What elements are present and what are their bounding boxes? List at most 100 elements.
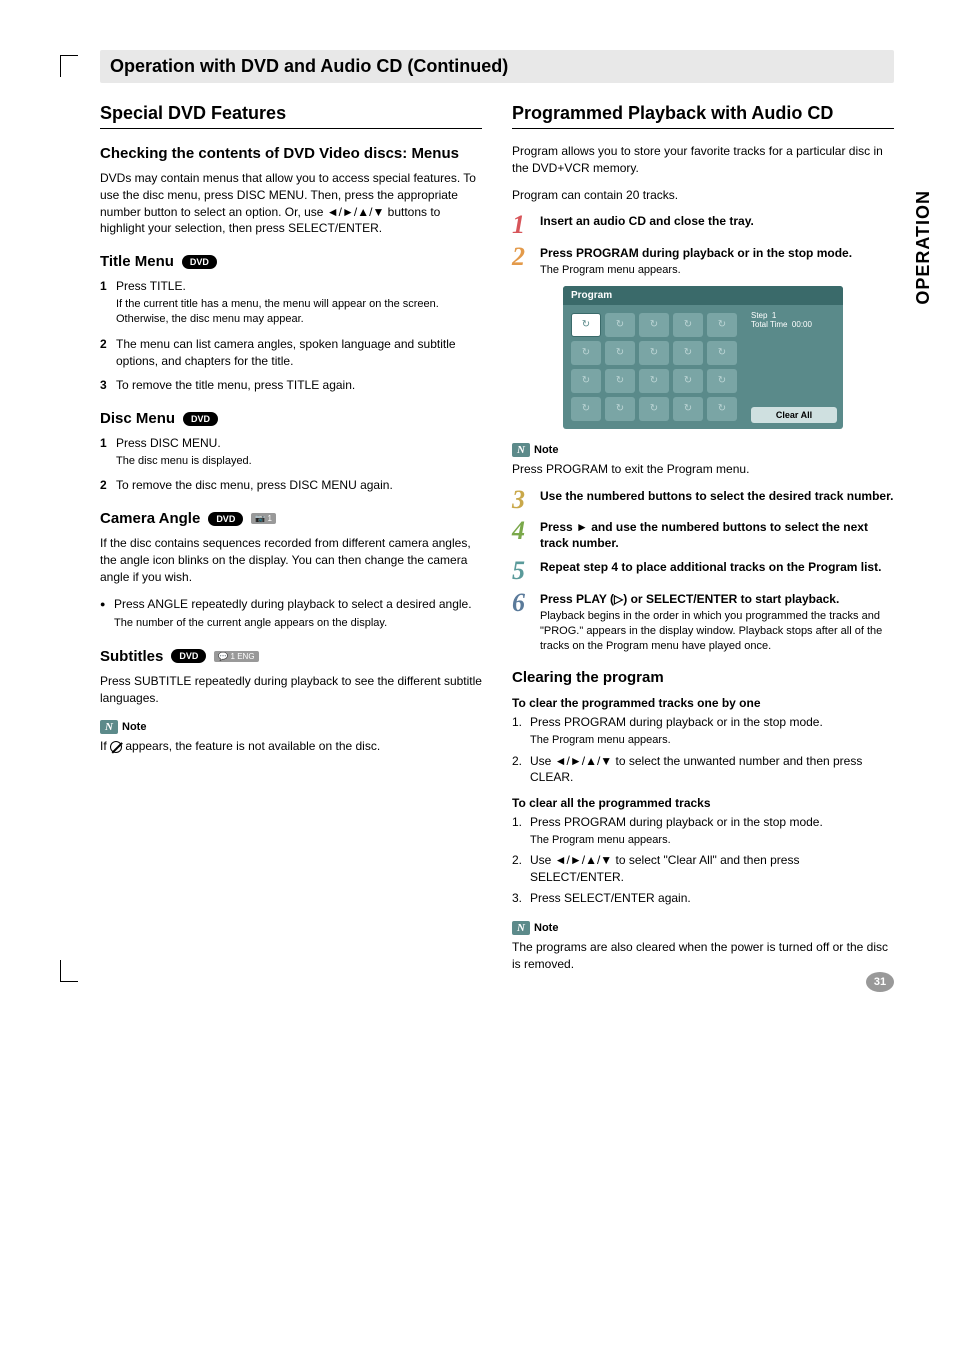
title-menu-heading: Title Menu	[100, 253, 174, 270]
pm-cell: ↻	[673, 313, 703, 337]
ol-text: Press SELECT/ENTER again.	[530, 890, 894, 907]
step-text: Press PLAY (▷) or SELECT/ENTER to start …	[540, 592, 839, 606]
page-header: Operation with DVD and Audio CD (Continu…	[100, 50, 894, 83]
list-number: 1	[100, 435, 116, 469]
side-tab: OPERATION	[913, 190, 934, 305]
step-subtext: The Program menu appears.	[540, 263, 894, 278]
camera-icon-badge: 📷 1	[251, 513, 276, 524]
list-sub: The disc menu is displayed.	[116, 454, 482, 469]
pm-cell: ↻	[605, 369, 635, 393]
note-label: Note	[122, 721, 146, 733]
pm-cell: ↻	[605, 313, 635, 337]
pm-cell: ↻	[605, 397, 635, 421]
note-label: Note	[534, 444, 558, 456]
dvd-badge: DVD	[171, 649, 206, 663]
special-features-title: Special DVD Features	[100, 103, 482, 129]
dvd-badge: DVD	[182, 255, 217, 269]
pm-cell: ↻	[605, 341, 635, 365]
menus-heading: Checking the contents of DVD Video discs…	[100, 145, 482, 162]
pm-cell: ↻	[639, 369, 669, 393]
list-number: 3	[100, 377, 116, 394]
pm-cell: ↻	[673, 397, 703, 421]
ol-text: Press PROGRAM during playback or in the …	[530, 715, 823, 729]
menus-body: DVDs may contain menus that allow you to…	[100, 170, 482, 237]
list-text: Press TITLE.	[116, 279, 186, 293]
list-text: The menu can list camera angles, spoken …	[116, 336, 482, 370]
pm-cell: ↻	[707, 397, 737, 421]
ol-text: Use ◄/►/▲/▼ to select the unwanted numbe…	[530, 753, 894, 787]
note-label: Note	[534, 922, 558, 934]
disc-menu-list: 1Press DISC MENU. The disc menu is displa…	[100, 435, 482, 494]
list-number: 1	[100, 278, 116, 328]
pm-cell: ↻	[639, 397, 669, 421]
ol-num: 2.	[512, 753, 530, 787]
page-number: 31	[866, 972, 894, 992]
step-number-6: 6	[512, 591, 534, 654]
left-column: Special DVD Features Checking the conten…	[100, 103, 482, 982]
note-icon: N	[512, 443, 530, 457]
clear-sub1: To clear the programmed tracks one by on…	[512, 696, 894, 710]
ol-sub: The Program menu appears.	[530, 733, 894, 748]
note-body: The programs are also cleared when the p…	[512, 939, 894, 973]
pm-cell: ↻	[639, 313, 669, 337]
step-text: Repeat step 4 to place additional tracks…	[540, 560, 881, 574]
subtitle-icon-badge: 💬 1 ENG	[214, 651, 258, 662]
pm-clear-all: Clear All	[751, 407, 837, 423]
pm-cell: ↻	[673, 341, 703, 365]
prohibit-icon	[110, 741, 122, 753]
clearing-heading: Clearing the program	[512, 669, 894, 686]
pm-cell: ↻	[673, 369, 703, 393]
camera-bullet-sub: The number of the current angle appears …	[114, 616, 482, 631]
pm-cell: ↻	[707, 369, 737, 393]
pm-cell: ↻	[707, 313, 737, 337]
pm-cell-active: ↻	[571, 313, 601, 337]
pm-cell: ↻	[707, 341, 737, 365]
step-subtext: Playback begins in the order in which yo…	[540, 609, 894, 654]
disc-menu-heading: Disc Menu	[100, 410, 175, 427]
ol-sub: The Program menu appears.	[530, 833, 894, 848]
pm-grid: ↻ ↻↻↻↻ ↻↻↻↻↻ ↻↻↻↻↻ ↻↻↻↻↻	[563, 305, 745, 429]
ol-num: 1.	[512, 714, 530, 748]
step-number-2: 2	[512, 245, 534, 278]
pm-step-info: Step 1Total Time 00:00	[751, 311, 837, 329]
dvd-badge: DVD	[208, 512, 243, 526]
pm-cell: ↻	[571, 397, 601, 421]
step-number-5: 5	[512, 559, 534, 582]
note-body: Press PROGRAM to exit the Program menu.	[512, 461, 894, 478]
subtitles-heading: Subtitles	[100, 648, 163, 665]
pm-cell: ↻	[639, 341, 669, 365]
ol-num: 2.	[512, 852, 530, 886]
subtitles-body: Press SUBTITLE repeatedly during playbac…	[100, 673, 482, 707]
list-text: To remove the disc menu, press DISC MENU…	[116, 477, 482, 494]
clear-list-1: 1.Press PROGRAM during playback or in th…	[512, 714, 894, 786]
step-text: Press ► and use the numbered buttons to …	[540, 520, 868, 550]
right-column: Programmed Playback with Audio CD Progra…	[512, 103, 894, 982]
program-menu-screenshot: Program ↻ ↻↻↻↻ ↻↻↻↻↻ ↻↻↻↻↻ ↻↻↻↻↻ Step 1T…	[563, 286, 843, 429]
list-number: 2	[100, 477, 116, 494]
note-icon: N	[512, 921, 530, 935]
pm-title: Program	[563, 286, 843, 305]
pm-cell: ↻	[571, 341, 601, 365]
camera-bullet: Press ANGLE repeatedly during playback t…	[100, 596, 482, 613]
prog-intro-2: Program can contain 20 tracks.	[512, 187, 894, 204]
step-number-3: 3	[512, 488, 534, 511]
list-sub: If the current title has a menu, the men…	[116, 297, 482, 328]
step-number-1: 1	[512, 213, 534, 236]
ol-text: Press PROGRAM during playback or in the …	[530, 815, 823, 829]
programmed-playback-title: Programmed Playback with Audio CD	[512, 103, 894, 129]
crop-mark-top	[60, 55, 78, 77]
clear-sub2: To clear all the programmed tracks	[512, 796, 894, 810]
ol-num: 1.	[512, 814, 530, 848]
ol-text: Use ◄/►/▲/▼ to select "Clear All" and th…	[530, 852, 894, 886]
note-icon: N	[100, 720, 118, 734]
ol-num: 3.	[512, 890, 530, 907]
camera-angle-heading: Camera Angle	[100, 510, 200, 527]
prog-intro-1: Program allows you to store your favorit…	[512, 143, 894, 177]
step-text: Use the numbered buttons to select the d…	[540, 489, 893, 503]
dvd-badge: DVD	[183, 412, 218, 426]
step-text: Insert an audio CD and close the tray.	[540, 214, 754, 228]
list-text: Press DISC MENU.	[116, 436, 221, 450]
pm-cell: ↻	[571, 369, 601, 393]
title-menu-list: 1Press TITLE. If the current title has a …	[100, 278, 482, 394]
step-text: Press PROGRAM during playback or in the …	[540, 246, 852, 260]
